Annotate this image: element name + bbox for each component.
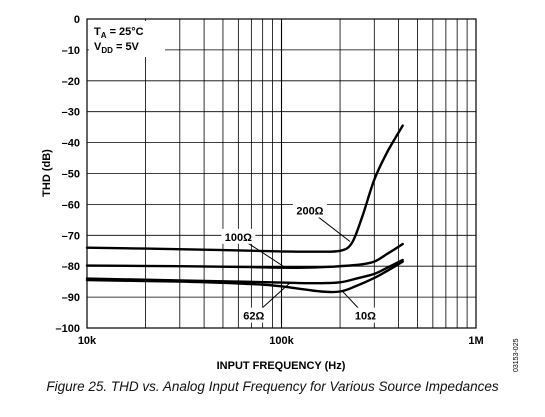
series-line [85, 258, 404, 285]
y-tick-label: –30 [62, 107, 80, 119]
annotation-bg [221, 228, 256, 244]
annotations: 200Ω 100Ω 62Ω 10Ω [221, 202, 379, 323]
x-tick-label: 1M [468, 335, 483, 347]
plot-frame [86, 18, 477, 329]
grid [87, 19, 476, 328]
series-line [85, 260, 404, 294]
figure-code: 03153-025 [513, 338, 520, 372]
annotation-label: 100Ω [225, 232, 252, 244]
annotation-bg [240, 307, 268, 323]
annotation-label: 62Ω [243, 311, 264, 323]
thd-chart: 0 –10 –20 –30 –40 –50 –60 –70 –80 –90 –100 10k 100k… [41, 14, 520, 372]
condition-ta: TA = 25°C [94, 26, 144, 40]
y-tick-labels: 0 –10 –20 –30 –40 –50 –60 –70 –80 –90 –100 [56, 14, 80, 335]
series-line [85, 124, 404, 253]
figure-caption: Figure 25. THD vs. Analog Input Frequenc… [46, 379, 499, 394]
y-axis-title: THD (dB) [41, 149, 53, 197]
x-tick-labels: 10k 100k 1M [78, 335, 484, 347]
y-tick-label: –10 [62, 45, 80, 57]
annotation-bg [292, 202, 327, 218]
y-tick-label: –100 [56, 323, 80, 335]
series-line [85, 242, 404, 269]
condition-vdd: VDD = 5V [94, 41, 140, 55]
x-tick-label: 10k [78, 335, 97, 347]
y-tick-label: –40 [62, 138, 80, 150]
y-tick-label: –20 [62, 76, 80, 88]
annotation-bg [351, 307, 379, 323]
x-tick-label: 100k [269, 335, 294, 347]
annotation-label: 200Ω [296, 206, 323, 218]
y-tick-label: –90 [62, 292, 80, 304]
y-tick-label: –50 [62, 169, 80, 181]
y-tick-label: –80 [62, 261, 80, 273]
y-tick-label: –60 [62, 199, 80, 211]
annotation-label: 10Ω [355, 311, 376, 323]
x-axis-title: INPUT FREQUENCY (Hz) [217, 360, 346, 372]
conditions-box [89, 21, 165, 57]
y-tick-label: 0 [74, 14, 80, 26]
y-tick-label: –70 [62, 230, 80, 242]
series-lines [85, 124, 404, 294]
